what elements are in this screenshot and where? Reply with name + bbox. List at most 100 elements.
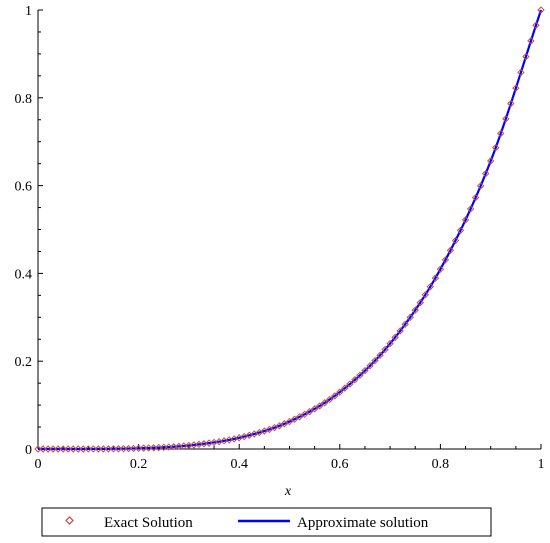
exact-point: [39, 445, 47, 453]
exact-point: [64, 445, 72, 453]
exact-point: [421, 291, 430, 299]
exact-point: [326, 395, 334, 404]
y-tick-label: 0.2: [15, 355, 33, 370]
exact-point: [109, 445, 118, 453]
exact-point: [456, 226, 465, 235]
exact-point: [476, 182, 485, 190]
exact-point: [54, 445, 62, 453]
exact-point: [104, 445, 113, 453]
exact-point: [431, 274, 440, 282]
exact-point: [300, 410, 309, 419]
exact-point: [371, 356, 379, 365]
exact-point: [492, 143, 500, 152]
exact-point: [34, 445, 42, 453]
exact-point: [290, 415, 299, 423]
exact-point: [486, 157, 495, 165]
exact-point: [49, 445, 57, 453]
y-tick-label: 0.8: [15, 92, 33, 107]
y-tick-label: 1: [25, 4, 32, 19]
exact-point: [436, 265, 445, 273]
exact-point: [502, 115, 510, 123]
exact-point: [537, 6, 545, 14]
ticks: 0 0.2 0.4 0.6 0.8 1 0 0.2 0.4 0.6 0.8 1: [15, 4, 545, 472]
exact-point: [406, 313, 414, 322]
exact-point: [396, 327, 404, 335]
exact-point: [321, 399, 329, 407]
exact-point: [527, 37, 535, 45]
x-tick-label: 0.6: [331, 457, 349, 472]
exact-point: [265, 425, 274, 434]
exact-point: [331, 392, 339, 400]
exact-point: [512, 84, 520, 92]
x-tick-label: 0.4: [230, 457, 248, 472]
exact-point: [84, 445, 93, 453]
x-tick-label: 0: [35, 457, 42, 472]
exact-point: [341, 384, 349, 392]
exact-point: [275, 422, 284, 430]
exact-point: [386, 339, 394, 348]
exact-point: [346, 380, 354, 388]
exact-point: [74, 445, 82, 453]
exact-point: [426, 282, 435, 291]
exact-point: [522, 52, 530, 61]
exact-point: [59, 445, 67, 453]
exact-point: [155, 443, 163, 452]
exact-point: [361, 366, 369, 375]
exact-point: [376, 351, 384, 359]
legend-approx-label: Approximate solution: [297, 515, 429, 531]
plot-area: [34, 6, 545, 453]
exact-point: [416, 298, 424, 307]
exact-point: [446, 246, 455, 255]
exact-point: [114, 445, 123, 453]
exact-point: [305, 407, 314, 416]
exact-point: [285, 417, 294, 426]
exact-point: [356, 371, 364, 380]
exact-point: [129, 444, 138, 453]
exact-point: [507, 99, 515, 108]
exact-point: [44, 445, 52, 453]
axes: [37, 10, 541, 450]
x-axis-title: x: [284, 484, 292, 499]
exact-point: [124, 444, 133, 453]
exact-point: [119, 444, 128, 453]
exact-point: [451, 236, 460, 245]
exact-point: [99, 445, 108, 453]
exact-point: [411, 306, 419, 314]
exact-point: [149, 444, 158, 452]
series-exact-markers: [34, 6, 545, 453]
legend-exact-marker: [65, 516, 74, 525]
exact-point: [381, 345, 389, 354]
exact-point: [270, 423, 279, 432]
x-tick-label: 1: [538, 457, 545, 472]
exact-point: [69, 445, 77, 453]
y-tick-label: 0.4: [15, 267, 33, 282]
exact-point: [89, 445, 98, 453]
exact-point: [517, 68, 525, 77]
exact-point: [497, 129, 505, 138]
exact-point: [461, 216, 470, 224]
exact-point: [366, 362, 374, 370]
exact-point: [532, 21, 540, 29]
exact-point: [165, 443, 173, 451]
exact-point: [139, 444, 148, 452]
legend: Exact Solution Approximate solution: [41, 507, 492, 537]
x-tick-label: 0.2: [130, 457, 148, 472]
exact-point: [295, 413, 304, 421]
legend-exact-label: Exact Solution: [104, 515, 193, 531]
exact-point: [280, 420, 289, 428]
exact-point: [79, 445, 87, 453]
series-approximate-line: [38, 9, 543, 451]
exact-point: [315, 402, 324, 410]
exact-point: [144, 444, 153, 452]
exact-point: [310, 405, 319, 413]
exact-point: [336, 388, 344, 396]
y-tick-label: 0: [25, 443, 32, 458]
x-tick-label: 0.8: [432, 457, 450, 472]
exact-point: [481, 169, 490, 178]
exact-point: [160, 443, 168, 452]
exact-point: [94, 445, 103, 453]
exact-point: [466, 205, 475, 213]
exact-point: [391, 333, 399, 342]
exact-point: [134, 444, 143, 453]
